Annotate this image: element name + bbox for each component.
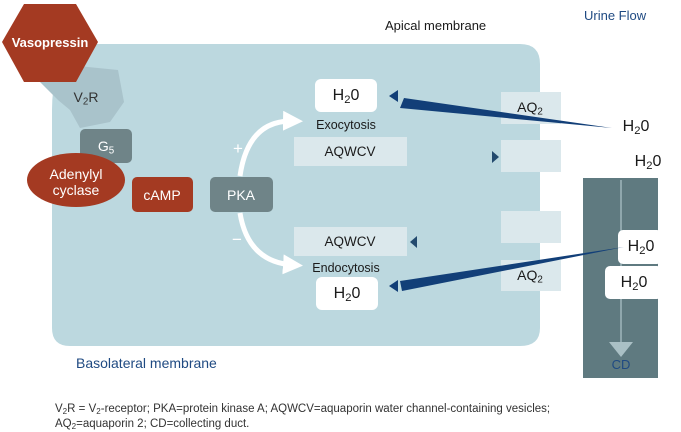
g5-box bbox=[80, 129, 132, 163]
urine-flow-label: Urine Flow bbox=[584, 8, 647, 23]
duct-flow-arrowhead bbox=[609, 342, 633, 357]
minus-sign: − bbox=[232, 230, 242, 249]
cell-body bbox=[52, 44, 540, 346]
vasopressin-label: Vasopressin bbox=[11, 35, 89, 50]
collecting-duct-label: CD bbox=[611, 357, 631, 372]
pka-box bbox=[210, 177, 273, 212]
water-flow-arrow-top bbox=[400, 98, 612, 128]
aqwcv-top-bar bbox=[294, 137, 407, 166]
aqwcv-bottom-bar bbox=[294, 227, 407, 256]
h2o-label: H20 bbox=[627, 238, 655, 257]
water-flow-arrow-bottom bbox=[400, 247, 624, 291]
h2o-label: H20 bbox=[620, 274, 648, 293]
camp-label: cAMP bbox=[143, 187, 181, 203]
camp-box bbox=[132, 177, 193, 212]
vasopressin-hexagon bbox=[2, 4, 98, 82]
h2o-label: H20 bbox=[622, 118, 650, 137]
apical-membrane-label: Apical membrane bbox=[385, 18, 487, 33]
basolateral-membrane-label: Basolateral membrane bbox=[76, 355, 217, 371]
endocytosis-curve-arrow bbox=[237, 212, 303, 275]
adenylyl-cyclase-ellipse bbox=[27, 153, 125, 207]
aqwcv-top-label: AQWCV bbox=[324, 144, 376, 159]
h2o-box-endocytosis bbox=[316, 277, 378, 310]
water-flow-arrow-bottom-head bbox=[389, 280, 398, 292]
pka-label: PKA bbox=[226, 187, 256, 203]
exocytosis-label: Exocytosis bbox=[316, 118, 376, 132]
exocytosis-curve-arrow bbox=[237, 110, 303, 177]
endocytosis-label: Endocytosis bbox=[312, 261, 380, 275]
h2o-box-duct-lower bbox=[605, 266, 662, 299]
h2o-box-duct-upper bbox=[618, 230, 662, 264]
aqwcv-bottom-label: AQWCV bbox=[324, 234, 376, 249]
water-flow-arrow-top-head bbox=[389, 90, 398, 102]
h2o-label: H20 bbox=[634, 153, 662, 172]
footnote: V2R = V2-receptor; PKA=protein kinase A;… bbox=[55, 402, 550, 432]
adenylyl-cyclase-label: Adenylyl cyclase bbox=[49, 166, 103, 198]
vesicle-arrow-right bbox=[492, 151, 499, 163]
footnote-line-1: V2R = V2-receptor; PKA=protein kinase A;… bbox=[55, 403, 551, 416]
membrane-block bbox=[501, 211, 561, 243]
h2o-label: H20 bbox=[332, 87, 360, 106]
h2o-box-exocytosis bbox=[315, 79, 377, 112]
aq2-label-bottom: AQ2 bbox=[517, 267, 543, 286]
vesicle-arrow-left bbox=[410, 236, 417, 248]
g5-label: G5 bbox=[97, 138, 115, 157]
plus-sign: + bbox=[233, 139, 243, 158]
v2r-label: V2R bbox=[73, 89, 99, 108]
membrane-block bbox=[501, 140, 561, 172]
h2o-label: H20 bbox=[333, 285, 361, 304]
footnote-line-2: AQ2=aquaporin 2; CD=collecting duct. bbox=[55, 418, 250, 431]
aq2-label-top: AQ2 bbox=[517, 99, 543, 118]
